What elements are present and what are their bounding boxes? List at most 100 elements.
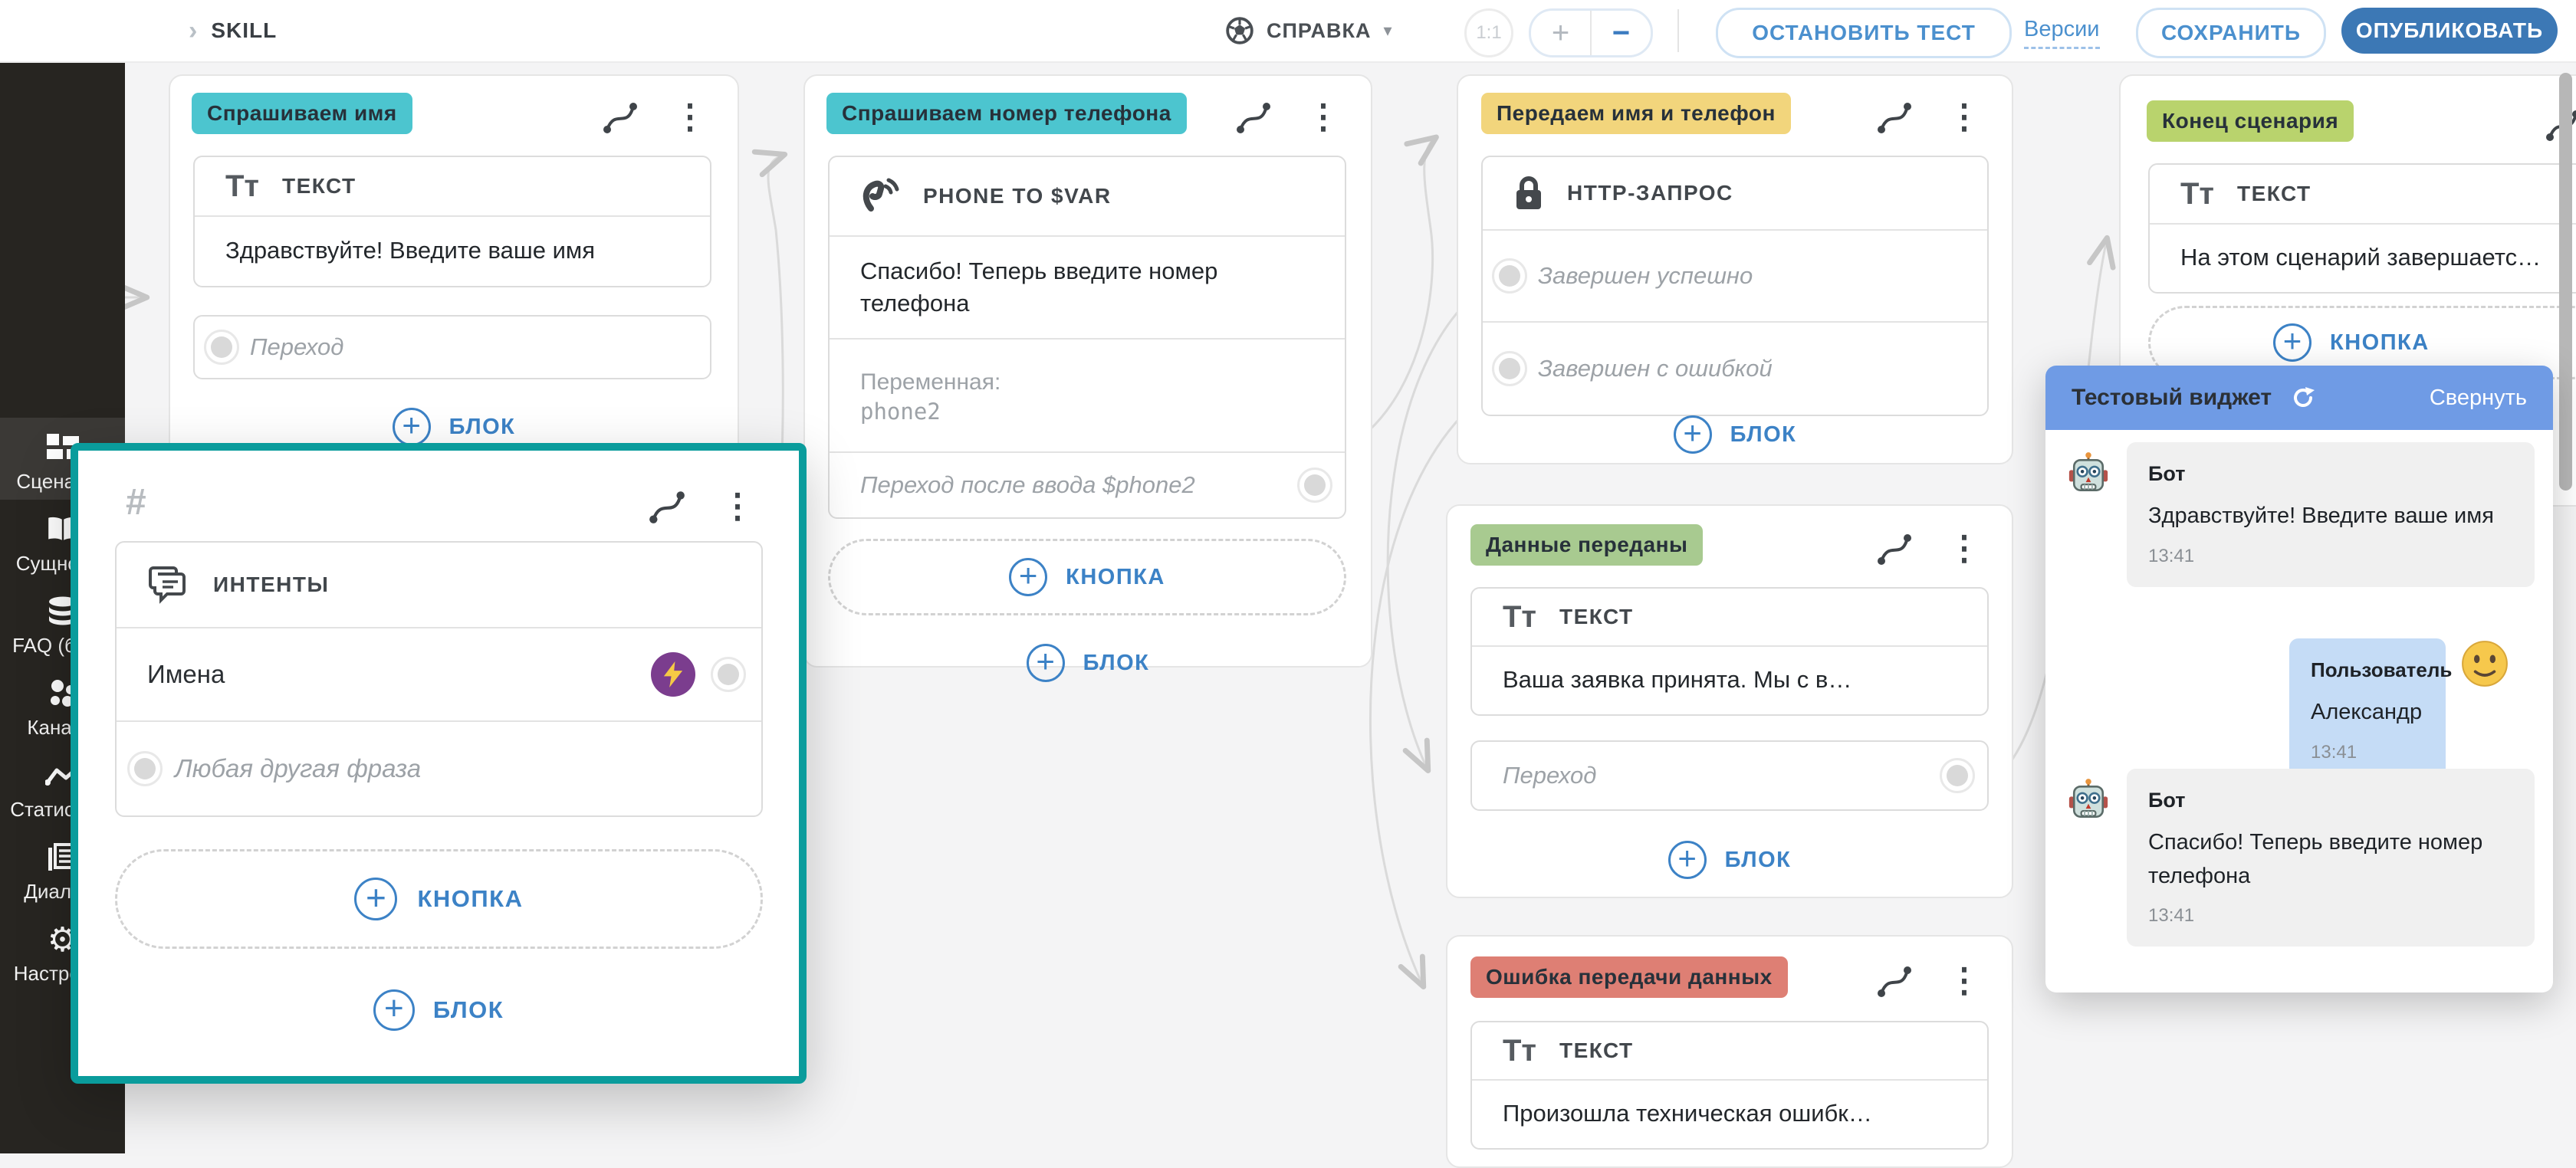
bot-avatar: [2065, 451, 2111, 497]
globe-icon: [1225, 16, 1254, 45]
add-block-button[interactable]: + БЛОК: [1447, 837, 2012, 883]
flow-group-ask-phone[interactable]: Спрашиваем номер телефона PHONE TO $VAR …: [803, 74, 1372, 682]
help-menu[interactable]: СПРАВКА: [1225, 0, 1392, 61]
transition-port[interactable]: [1297, 468, 1332, 503]
plus-icon: +: [2273, 323, 2312, 362]
help-label: СПРАВКА: [1267, 18, 1372, 42]
more-menu-icon[interactable]: [673, 100, 707, 134]
text-type-icon: Tт: [1503, 599, 1537, 634]
more-menu-icon[interactable]: [721, 490, 754, 523]
refresh-icon[interactable]: [2290, 385, 2316, 411]
outcome-port[interactable]: [1492, 351, 1527, 386]
card-text: На этом сценарий завершаетс…: [2180, 244, 2542, 271]
flow-group-data-sent[interactable]: Данные переданы Tт ТЕКСТ Ваша заявка при…: [1446, 504, 2013, 898]
message-author: Бот: [2148, 789, 2186, 812]
plus-icon: +: [1009, 557, 1048, 596]
fallback-port[interactable]: [127, 751, 163, 786]
chat-message-user: Пользователь Александр 13:41: [2289, 638, 2452, 783]
card-type-label: HTTP-ЗАПРОС: [1567, 181, 1733, 205]
plus-icon: +: [373, 989, 415, 1031]
text-card[interactable]: Tт ТЕКСТ Произошла техническая ошибк…: [1470, 1021, 1989, 1150]
breadcrumb: SKILL: [189, 0, 277, 61]
outcome-label: Завершен успешно: [1538, 262, 1753, 289]
transition-port[interactable]: [1940, 758, 1975, 793]
card-text: Ваша заявка принята. Мы с в…: [1503, 666, 1852, 694]
zoom-out-button[interactable]: −: [1612, 15, 1631, 50]
card-type-label: ТЕКСТ: [1559, 1038, 1634, 1062]
text-card[interactable]: Tт ТЕКСТ На этом сценарий завершаетс…: [2148, 163, 2576, 294]
transition-field[interactable]: Переход: [193, 315, 711, 379]
message-text: Спасибо! Теперь введите номер телефона: [2148, 830, 2483, 888]
publish-button[interactable]: ОПУБЛИКОВАТЬ: [2341, 8, 2558, 54]
text-type-icon: Tт: [1503, 1033, 1537, 1068]
message-time: 13:41: [2311, 741, 2358, 763]
more-menu-icon[interactable]: [1947, 964, 1981, 998]
phone-icon: [860, 176, 900, 216]
http-card[interactable]: HTTP-ЗАПРОС Завершен успешно Завершен с …: [1481, 156, 1989, 416]
zoom-reset-button[interactable]: 1:1: [1464, 8, 1513, 57]
more-menu-icon[interactable]: [1306, 100, 1340, 134]
chevron-right-icon: [189, 16, 197, 46]
group-badge[interactable]: Конец сценария: [2147, 100, 2354, 142]
group-badge[interactable]: Данные переданы: [1470, 524, 1704, 566]
collapse-button[interactable]: Свернуть: [2429, 385, 2527, 410]
add-block-button[interactable]: + БЛОК: [78, 986, 799, 1035]
connector-icon[interactable]: [1875, 963, 1914, 999]
plus-icon: +: [1673, 415, 1712, 454]
plus-icon: +: [392, 407, 431, 446]
group-badge[interactable]: Спрашиваем имя: [192, 93, 412, 134]
widget-title: Тестовый виджет: [2072, 385, 2272, 410]
group-badge[interactable]: Ошибка передачи данных: [1470, 956, 1788, 998]
card-type-label: ТЕКСТ: [2237, 182, 2312, 205]
flow-group-ask-name[interactable]: Спрашиваем имя Tт ТЕКСТ Здравствуйте! Вв…: [169, 74, 739, 471]
outcome-port[interactable]: [1492, 258, 1527, 294]
text-type-icon: Tт: [225, 169, 260, 203]
user-avatar-smiley: [2459, 638, 2510, 689]
text-card[interactable]: Tт ТЕКСТ Здравствуйте! Введите ваше имя: [193, 156, 711, 287]
intent-port[interactable]: [711, 657, 746, 692]
add-button-button[interactable]: + КНОПКА: [828, 539, 1346, 615]
stop-test-button[interactable]: ОСТАНОВИТЬ ТЕСТ: [1716, 8, 2012, 58]
message-author: Бот: [2148, 462, 2186, 485]
group-title-placeholder[interactable]: #: [126, 482, 146, 523]
connector-icon[interactable]: [1875, 530, 1914, 567]
group-badge[interactable]: Спрашиваем номер телефона: [826, 93, 1187, 134]
flow-group-error[interactable]: Ошибка передачи данных Tт ТЕКСТ Произошл…: [1446, 935, 2013, 1168]
add-block-button[interactable]: + БЛОК: [1458, 412, 2012, 458]
save-button[interactable]: СОХРАНИТЬ: [2136, 8, 2326, 58]
group-badge[interactable]: Передаем имя и телефон: [1481, 93, 1791, 134]
more-menu-icon[interactable]: [1947, 100, 1981, 134]
message-text: Александр: [2311, 700, 2423, 724]
card-text: Здравствуйте! Введите ваше имя: [225, 237, 595, 264]
add-button-button[interactable]: + КНОПКА: [115, 849, 763, 949]
flow-group-http[interactable]: Передаем имя и телефон HTTP-ЗАПРОС Завер…: [1457, 74, 2013, 464]
vertical-scrollbar[interactable]: [2559, 73, 2572, 490]
ml-intent-badge[interactable]: [651, 652, 695, 697]
transition-port[interactable]: [204, 330, 239, 365]
toolbar-divider: [1677, 9, 1679, 52]
transition-placeholder: Переход: [250, 333, 344, 360]
plus-icon: +: [354, 878, 398, 920]
selected-flow-group-intents[interactable]: # ИНТЕНТЫ Имена Любая другая фраза + КНО…: [71, 443, 807, 1084]
database-icon: [0, 594, 125, 629]
more-menu-icon[interactable]: [1947, 532, 1981, 566]
connector-icon[interactable]: [601, 99, 639, 136]
card-type-label: ТЕКСТ: [1559, 605, 1634, 628]
add-block-button[interactable]: + БЛОК: [170, 404, 738, 450]
phone-card[interactable]: PHONE TO $VAR Спасибо! Теперь введите но…: [828, 156, 1346, 519]
chat-message-bot: Бот Спасибо! Теперь введите номер телефо…: [2127, 769, 2535, 947]
connector-icon[interactable]: [647, 487, 687, 526]
variable-name: phone2: [860, 399, 941, 425]
versions-link[interactable]: Версии: [2024, 17, 2100, 49]
add-block-button[interactable]: + БЛОК: [805, 640, 1371, 686]
intents-card[interactable]: ИНТЕНТЫ Имена Любая другая фраза: [115, 541, 763, 817]
card-text: Спасибо! Теперь введите номер телефона: [860, 258, 1218, 317]
card-text: Произошла техническая ошибк…: [1503, 1100, 1872, 1127]
connector-icon[interactable]: [1234, 99, 1273, 136]
text-card[interactable]: Tт ТЕКСТ Ваша заявка принята. Мы с в…: [1470, 587, 1989, 716]
outcome-label: Завершен с ошибкой: [1538, 355, 1773, 382]
connector-icon[interactable]: [1875, 99, 1914, 136]
book-icon: [0, 512, 125, 547]
zoom-in-button[interactable]: +: [1531, 11, 1592, 55]
transition-field[interactable]: Переход: [1470, 740, 1989, 811]
